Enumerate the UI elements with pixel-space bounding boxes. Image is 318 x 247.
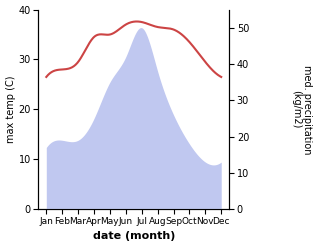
X-axis label: date (month): date (month) — [93, 231, 175, 242]
Y-axis label: med. precipitation
(kg/m2): med. precipitation (kg/m2) — [291, 65, 313, 154]
Y-axis label: max temp (C): max temp (C) — [5, 76, 16, 143]
